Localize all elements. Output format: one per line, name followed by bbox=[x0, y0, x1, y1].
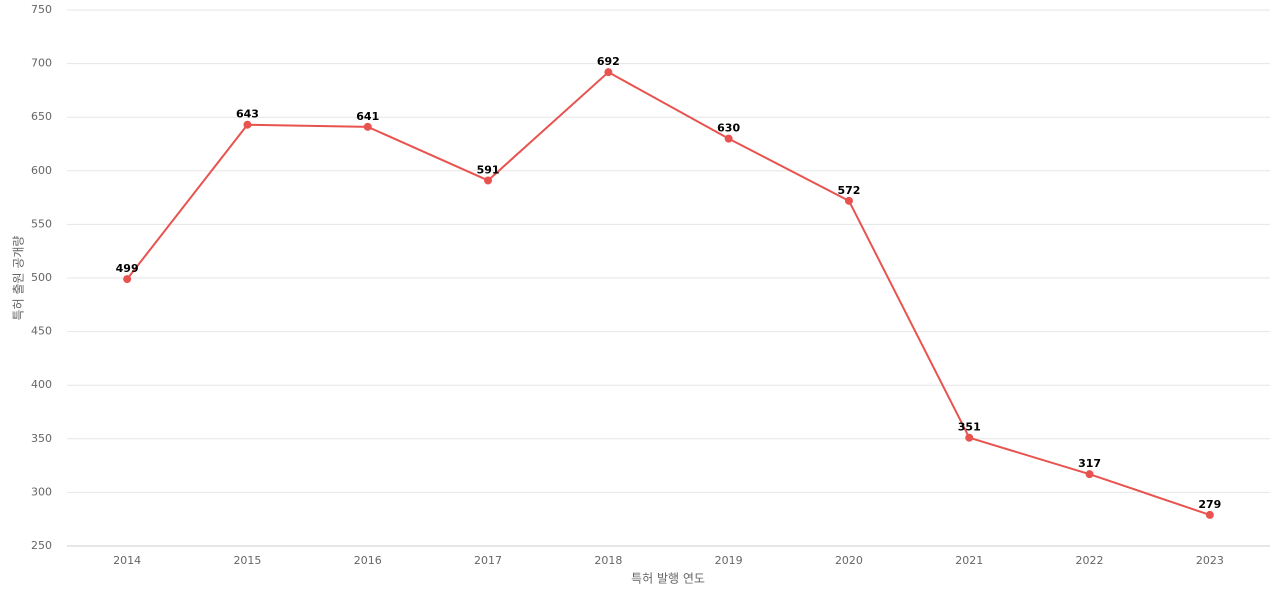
y-tick-label: 350 bbox=[31, 432, 52, 445]
y-tick-label: 750 bbox=[31, 3, 52, 16]
x-tick-label: 2017 bbox=[474, 554, 502, 567]
data-point bbox=[1085, 470, 1094, 479]
y-tick-label: 300 bbox=[31, 485, 52, 498]
x-tick-label: 2021 bbox=[955, 554, 983, 567]
y-tick-label: 400 bbox=[31, 378, 52, 391]
y-tick-label: 650 bbox=[31, 110, 52, 123]
x-tick-label: 2023 bbox=[1196, 554, 1224, 567]
data-point bbox=[965, 433, 974, 442]
y-axis-title: 특허 출원 공개량 bbox=[12, 236, 26, 321]
x-tick-label: 2015 bbox=[233, 554, 261, 567]
data-label: 351 bbox=[958, 421, 981, 434]
data-point bbox=[724, 134, 733, 143]
data-point bbox=[484, 176, 493, 185]
data-point bbox=[243, 120, 252, 129]
x-tick-label: 2022 bbox=[1076, 554, 1104, 567]
y-tick-label: 450 bbox=[31, 325, 52, 338]
x-tick-label: 2020 bbox=[835, 554, 863, 567]
data-label: 317 bbox=[1078, 457, 1101, 470]
data-label: 591 bbox=[477, 163, 500, 176]
x-tick-label: 2014 bbox=[113, 554, 141, 567]
data-point bbox=[1205, 510, 1214, 519]
y-tick-label: 600 bbox=[31, 164, 52, 177]
y-tick-label: 550 bbox=[31, 217, 52, 230]
data-label: 279 bbox=[1198, 498, 1221, 511]
data-line bbox=[126, 70, 1211, 516]
x-tick-label: 2019 bbox=[715, 554, 743, 567]
data-label: 572 bbox=[837, 184, 860, 197]
data-label: 499 bbox=[116, 262, 139, 275]
x-tick-label: 2016 bbox=[354, 554, 382, 567]
data-label: 630 bbox=[717, 122, 740, 135]
data-point bbox=[363, 122, 372, 131]
y-tick-label: 500 bbox=[31, 271, 52, 284]
data-point bbox=[844, 196, 853, 205]
x-axis-title: 특허 발행 연도 bbox=[631, 571, 705, 586]
x-tick-label: 2018 bbox=[594, 554, 622, 567]
y-tick-label: 700 bbox=[31, 57, 52, 70]
data-point bbox=[604, 68, 613, 77]
data-label: 641 bbox=[356, 110, 379, 123]
data-label: 692 bbox=[597, 55, 620, 68]
data-label: 643 bbox=[236, 108, 259, 121]
y-tick-label: 250 bbox=[31, 539, 52, 552]
data-point bbox=[123, 275, 132, 284]
